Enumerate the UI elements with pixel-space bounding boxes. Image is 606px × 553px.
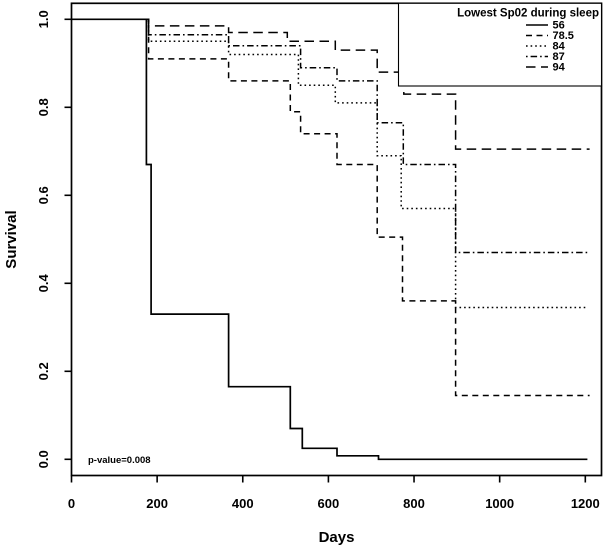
- y-tick-label: 1.0: [36, 10, 51, 28]
- legend-title: Lowest Sp02 during sleep: [457, 8, 599, 20]
- survival-curve-56: [71, 18, 588, 461]
- x-tick-label: 1000: [485, 496, 514, 511]
- legend-entry-label-78.5: 78.5: [553, 30, 574, 42]
- y-tick-label: 0.8: [36, 98, 51, 116]
- survival-curve-84: [71, 18, 586, 309]
- x-tick-label: 0: [68, 496, 75, 511]
- y-tick-label: 0.4: [36, 273, 51, 292]
- legend-entry-label-87: 87: [553, 51, 565, 63]
- x-tick-label: 400: [232, 496, 254, 511]
- y-axis-title: Survival: [3, 210, 20, 268]
- legend-box: [397, 2, 603, 87]
- y-tick-label: 0.0: [36, 450, 51, 468]
- x-tick-label: 600: [318, 496, 340, 511]
- x-tick-label: 800: [403, 496, 425, 511]
- x-tick-label: 200: [146, 496, 168, 511]
- survival-curve-87: [71, 18, 590, 254]
- x-tick-label: 1200: [571, 496, 600, 511]
- x-axis: 0 200 400 600 800 1000 1200: [68, 475, 600, 511]
- y-tick-label: 0.2: [36, 362, 51, 380]
- p-value-annotation: p-value=0.008: [88, 455, 151, 466]
- legend-entry-label-56: 56: [553, 20, 565, 32]
- legend-entry-label-84: 84: [553, 41, 566, 53]
- survival-curve-78.5: [71, 18, 590, 397]
- plot-box: [70, 2, 603, 477]
- survival-curve-94: [71, 18, 590, 150]
- y-tick-label: 0.6: [36, 186, 51, 204]
- y-axis: 0.0 0.2 0.4 0.6 0.8 1.0: [36, 10, 72, 468]
- survival-curves: [71, 18, 590, 461]
- x-axis-title: Days: [319, 529, 355, 546]
- legend-entry-label-94: 94: [553, 62, 566, 74]
